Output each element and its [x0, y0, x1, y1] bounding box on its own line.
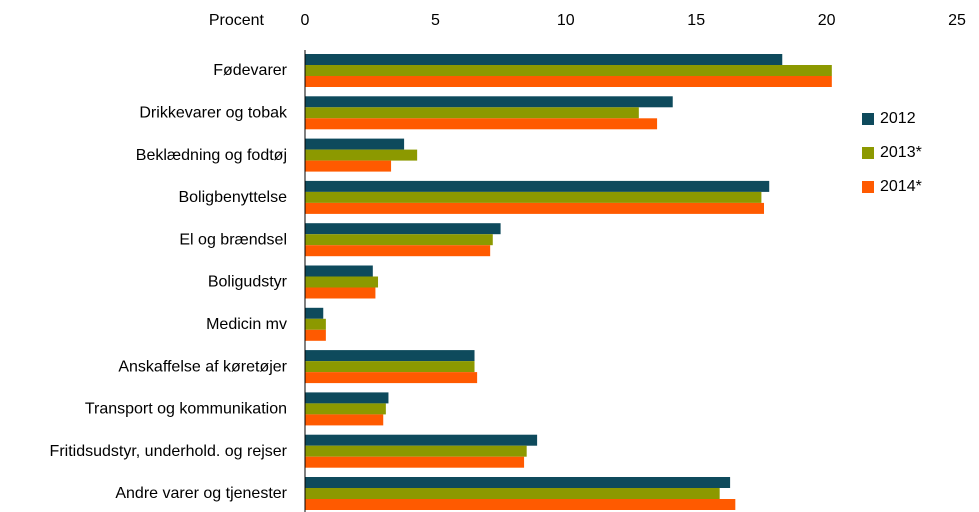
y-tick-label: Beklædning og fodtøj [136, 147, 287, 164]
bar [305, 234, 493, 246]
bar [305, 202, 765, 214]
x-tick-label: 10 [557, 12, 575, 29]
x-tick-label: 15 [687, 12, 705, 29]
y-tick-label: Andre varer og tjenester [115, 485, 287, 502]
bar [305, 456, 525, 468]
bar [305, 191, 762, 203]
bar [305, 434, 538, 446]
bar [305, 180, 770, 192]
bar [305, 499, 736, 510]
bar [305, 445, 527, 457]
y-tick-label: Anskaffelse af køretøjer [118, 358, 287, 375]
y-tick-label: Boligbenyttelse [178, 189, 287, 206]
x-tick-label: 25 [948, 12, 966, 29]
legend-label: 2013* [880, 144, 922, 161]
bar [305, 350, 475, 362]
bar [305, 276, 379, 288]
y-tick-label: Fødevarer [213, 62, 287, 79]
bar [305, 318, 326, 330]
bar [305, 329, 326, 341]
bar [305, 361, 475, 373]
axis-label: Procent [209, 12, 265, 29]
bar [305, 118, 658, 130]
bar [305, 392, 389, 404]
legend-swatch [862, 147, 874, 159]
x-tick-label: 0 [301, 12, 310, 29]
legend-label: 2014* [880, 178, 922, 195]
bar [305, 287, 376, 299]
bar [305, 54, 783, 65]
y-tick-label: Fritidsudstyr, underhold. og rejser [50, 443, 288, 460]
bar [305, 65, 832, 76]
legend-swatch [862, 181, 874, 193]
bar [305, 96, 673, 108]
bar [305, 245, 491, 257]
y-tick-label: Drikkevarer og tobak [139, 105, 288, 122]
bar [305, 107, 639, 119]
bar [305, 414, 384, 426]
x-tick-label: 20 [818, 12, 836, 29]
legend-label: 2012 [880, 110, 916, 127]
bar [305, 372, 478, 384]
y-tick-label: Medicin mv [206, 316, 287, 333]
bar [305, 488, 720, 499]
bar [305, 223, 501, 235]
legend-swatch [862, 113, 874, 125]
bar [305, 307, 324, 319]
bar [305, 477, 731, 488]
bar [305, 149, 418, 161]
bar [305, 160, 392, 172]
bar [305, 138, 405, 150]
y-tick-label: El og brændsel [179, 231, 287, 248]
x-tick-label: 5 [431, 12, 440, 29]
bar [305, 265, 373, 277]
y-tick-label: Boligudstyr [208, 274, 288, 291]
y-tick-label: Transport og kommunikation [85, 401, 287, 418]
bar [305, 403, 386, 415]
bar [305, 76, 832, 87]
